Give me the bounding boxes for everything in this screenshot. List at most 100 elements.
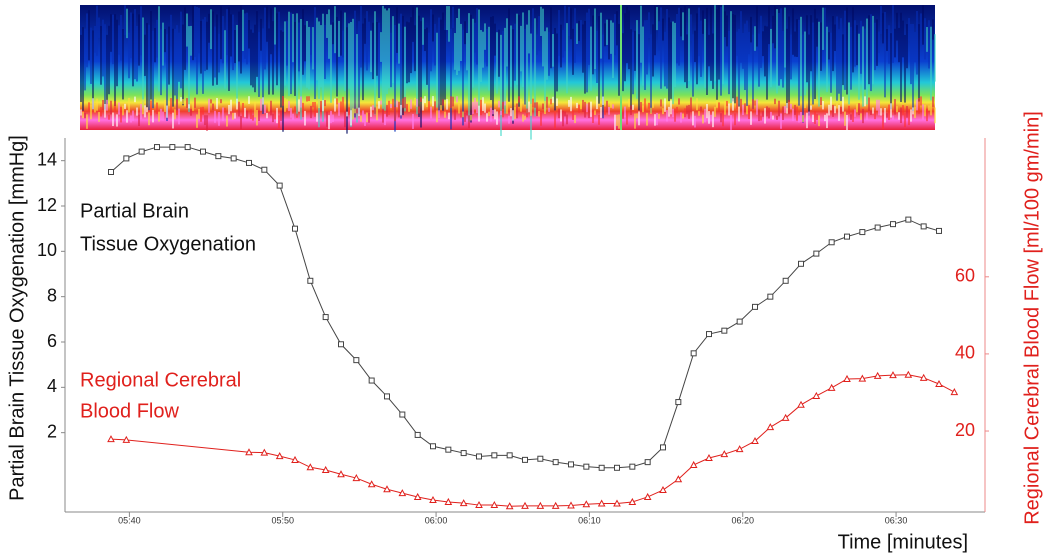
spectrogram-stripe	[578, 20, 580, 41]
spectrogram-stripe	[480, 30, 482, 82]
spectrogram-stripe	[304, 25, 306, 62]
spectrogram-stripe	[798, 19, 800, 106]
spectrogram-stripe	[174, 109, 176, 120]
spectrogram-stripe	[226, 115, 228, 127]
spectrogram-stripe	[710, 114, 712, 122]
spectrogram-stripe	[504, 27, 506, 114]
marker	[874, 224, 881, 231]
spectrogram-stripe	[436, 110, 438, 123]
spectrogram-stripe	[730, 11, 732, 104]
spectrogram-stripe	[922, 104, 924, 120]
marker	[798, 260, 804, 267]
spectrogram-stripe	[856, 103, 858, 113]
spectrogram-stripe	[834, 24, 836, 51]
spectrogram-stripe	[482, 97, 484, 112]
marker	[184, 144, 191, 151]
spectrogram-stripe	[130, 115, 132, 123]
spectrogram-stripe	[160, 29, 162, 96]
spectrogram-stripe	[612, 22, 614, 79]
spectrogram-stripe	[238, 11, 240, 62]
spectrogram-stripe	[734, 113, 736, 126]
spectrogram-stripe	[610, 20, 612, 54]
spectrogram-stripe	[150, 100, 152, 116]
spectrogram-stripe	[88, 102, 90, 111]
spectrogram-stripe	[298, 99, 300, 112]
marker	[337, 470, 345, 478]
spectrogram-stripe	[110, 100, 112, 115]
spectrogram-stripe	[552, 96, 554, 103]
marker	[583, 463, 590, 470]
spectrogram-stripe	[356, 108, 358, 114]
marker	[567, 501, 575, 509]
spectrogram-stripe	[454, 109, 456, 120]
spectrogram-stripe	[636, 20, 638, 99]
spectrogram-stripe	[546, 96, 548, 108]
spectrogram-stripe	[772, 15, 774, 44]
spectrogram-stripe	[228, 104, 230, 115]
spectrogram-stripe	[558, 108, 560, 119]
spectrogram-stripe	[852, 109, 854, 122]
spectrogram-stripe	[222, 16, 224, 64]
spectrogram-stripe	[876, 19, 878, 66]
spectrogram-stripe	[186, 98, 188, 108]
spectrogram-stripe	[632, 32, 634, 95]
spectrogram-stripe	[200, 107, 202, 122]
spectrogram-stripe	[724, 11, 726, 38]
spectrogram-stripe	[506, 18, 508, 67]
spectrogram-stripe	[832, 104, 834, 117]
marker	[260, 448, 269, 456]
marker	[108, 169, 114, 175]
spectrogram-stripe	[856, 25, 858, 66]
spectrogram-stripe	[778, 100, 780, 117]
spectrogram-stripe	[254, 24, 256, 93]
spectrogram-stripe	[918, 97, 920, 114]
spectrogram-stripe	[350, 110, 352, 126]
spectrogram-stripe	[494, 23, 496, 56]
spectrogram-stripe	[488, 111, 490, 117]
spectrogram-stripe	[572, 28, 574, 75]
spectrogram-stripe	[538, 110, 540, 117]
spectrogram-stripe	[542, 8, 544, 67]
spectrogram-stripe	[136, 25, 138, 82]
spectrogram-stripe	[468, 115, 470, 129]
spectrogram-stripe	[738, 28, 740, 107]
spectrogram-stripe	[600, 107, 602, 118]
spectrogram-stripe	[652, 24, 654, 77]
spectrogram-stripe	[94, 103, 96, 113]
spectrogram-stripe	[902, 105, 904, 116]
spectrogram-stripe	[324, 24, 326, 80]
spectrogram-stripe	[718, 5, 720, 80]
spectrogram-stripe	[134, 9, 136, 80]
spectrogram-stripe	[298, 22, 300, 72]
spectrogram-stripe	[272, 113, 274, 123]
spectrogram-stripe	[414, 25, 416, 72]
spectrogram-stripe	[174, 28, 176, 96]
spectrogram-stripe	[446, 6, 448, 31]
spectrogram-stripe	[314, 7, 316, 100]
spectrogram-stripe	[680, 8, 682, 37]
spectrogram-stripe	[636, 113, 638, 119]
spectrogram-stripe	[650, 107, 652, 114]
spectrogram-stripe	[400, 104, 402, 116]
spectrogram-stripe	[398, 23, 400, 64]
spectrogram-stripe	[780, 8, 782, 80]
spectrogram-stripe	[190, 109, 192, 116]
spectrogram-stripe	[486, 113, 488, 122]
spectrogram-stripe	[544, 31, 546, 112]
spectrogram-stripe	[736, 31, 738, 56]
spectrogram-stripe	[540, 112, 542, 126]
spectrogram-stripe	[680, 112, 682, 123]
marker	[629, 463, 636, 470]
spectrogram-stripe	[418, 106, 420, 114]
spectrogram-stripe	[302, 102, 304, 117]
spectrogram-stripe	[596, 30, 598, 83]
spectrogram-stripe	[892, 5, 894, 63]
spectrogram-stripe	[526, 24, 528, 114]
spectrogram-stripe	[408, 22, 410, 83]
spectrogram-stripe	[308, 96, 310, 102]
spectrogram-stripe	[264, 7, 266, 70]
spectrogram-stripe	[246, 12, 248, 65]
marker	[950, 388, 959, 396]
spectrogram-stripe	[240, 115, 242, 130]
